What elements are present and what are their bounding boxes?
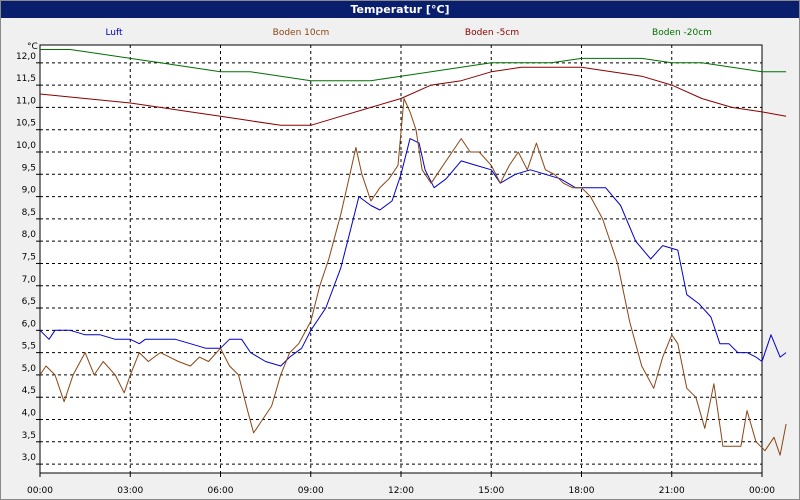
series-line-boden-10cm [39, 98, 787, 456]
y-tick-label: 10,0 [16, 141, 36, 151]
y-tick-label: 6,5 [22, 297, 36, 307]
x-tick-time-label: 00:00 [27, 486, 53, 496]
y-tick-label: 7,5 [22, 252, 36, 262]
x-tick-time-label: 00:00 [749, 486, 775, 496]
y-tick-label: 10,5 [16, 119, 36, 129]
y-tick-label: 11,5 [16, 74, 36, 84]
x-tick-time-label: 18:00 [569, 486, 595, 496]
series-line-boden-20cm [40, 49, 787, 82]
y-tick-label: 11,0 [16, 96, 36, 106]
legend-entry: Boden -20cm [652, 28, 712, 38]
y-tick-label: 8,0 [22, 230, 37, 240]
legend-entry: Boden -5cm [465, 28, 519, 38]
legend-entry: Luft [105, 28, 123, 38]
y-tick-label: 3,5 [22, 431, 36, 441]
y-tick-label: 9,0 [22, 186, 37, 196]
y-tick-label: 6,0 [22, 319, 37, 329]
legend-entry: Boden 10cm [273, 28, 330, 38]
y-axis-label: °C [27, 42, 38, 52]
y-tick-label: 12,0 [16, 52, 36, 62]
x-tick-time-label: 15:00 [478, 486, 504, 496]
y-tick-label: 4,5 [22, 386, 36, 396]
x-tick-time-label: 21:00 [659, 486, 685, 496]
y-tick-label: 9,5 [22, 163, 36, 173]
series-line-boden-5cm [39, 66, 787, 126]
plot-area [39, 44, 763, 474]
y-tick-label: 3,0 [22, 453, 37, 463]
y-tick-label: 7,0 [22, 275, 37, 285]
chart-title: Temperatur [°C] [1, 1, 799, 18]
temperature-chart: Luft Boden 10cm Boden -5cm Boden -20cm °C 3… [16, 28, 787, 496]
x-tick-time-label: 06:00 [208, 486, 234, 496]
series-line-luft [39, 138, 787, 367]
y-tick-label: 8,5 [22, 208, 36, 218]
x-tick-time-label: 09:00 [298, 486, 324, 496]
y-tick-label: 5,0 [22, 364, 37, 374]
x-tick-time-label: 03:00 [117, 486, 143, 496]
y-tick-label: 4,0 [22, 409, 37, 419]
x-tick-time-label: 12:00 [388, 486, 414, 496]
y-tick-label: 5,5 [22, 342, 36, 352]
